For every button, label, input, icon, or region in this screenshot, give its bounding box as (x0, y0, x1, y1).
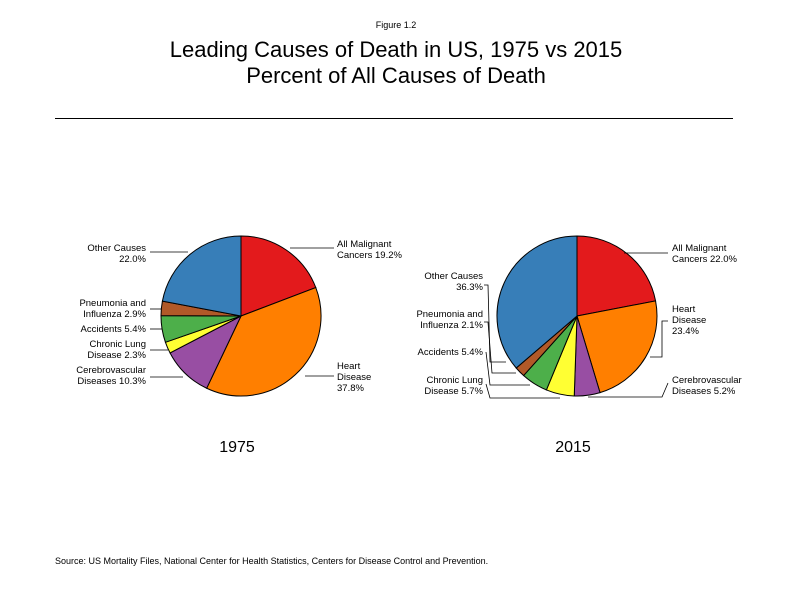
pie-slice-malignant (576, 235, 657, 317)
pie-slice-heart (576, 300, 658, 394)
slice-label-line: 23.4% (672, 326, 699, 337)
leader-line-lung (485, 383, 560, 399)
slice-label-other: Other Causes 36.3% (424, 271, 483, 293)
pie-slice-other (161, 235, 242, 317)
slice-label-malignant: All Malignant Cancers 19.2% (337, 239, 403, 261)
leader-line-heart (650, 320, 668, 358)
slice-label-line: Diseases 5.2% (672, 386, 736, 397)
slice-label-line: Heart (672, 304, 696, 315)
slice-label-cerebro: Cerebrovascular Diseases 5.2% (672, 375, 742, 397)
slice-label-line: Disease 5.7% (424, 386, 483, 397)
leader-line-other (484, 284, 506, 363)
slice-label-line: 36.3% (456, 282, 483, 293)
slice-label-line: Influenza 2.9% (83, 309, 146, 320)
slice-label-line: All Malignant (672, 243, 727, 254)
title-line-2: Percent of All Causes of Death (246, 63, 546, 88)
slice-label-line: Influenza 2.1% (420, 320, 483, 331)
pie-slice-other (496, 235, 578, 369)
slice-label-line: Disease (672, 315, 706, 326)
slice-label-line: Cancers 22.0% (672, 254, 738, 265)
title-divider (55, 118, 733, 119)
slice-label-line: Chronic Lung (426, 375, 483, 386)
slice-label-accidents: Accidents 5.4% (81, 324, 147, 335)
slice-label-heart: Heart Disease 23.4% (672, 304, 706, 337)
leader-line-cerebro (588, 382, 669, 398)
slice-label-line: Disease (337, 372, 371, 383)
slice-label-line: Accidents 5.4% (81, 324, 147, 335)
pie-slice-heart (206, 286, 322, 397)
slice-label-line: Disease 2.3% (87, 350, 146, 361)
slice-label-heart: Heart Disease 37.8% (337, 361, 371, 394)
slice-label-pneumonia: Pneumonia and Influenza 2.1% (416, 309, 483, 331)
slice-label-line: Other Causes (424, 271, 483, 282)
slice-label-line: Cerebrovascular (76, 365, 146, 376)
slice-label-cerebro: Cerebrovascular Diseases 10.3% (76, 365, 146, 387)
slice-label-line: Pneumonia and (416, 309, 483, 320)
slice-label-line: All Malignant (337, 239, 392, 250)
slice-label-lung: Chronic Lung Disease 5.7% (424, 375, 483, 397)
slice-label-lung: Chronic Lung Disease 2.3% (87, 339, 146, 361)
pie-title-1975: 1975 (219, 439, 255, 456)
slice-label-line: Chronic Lung (89, 339, 146, 350)
pie-chart-2015: All Malignant Cancers 22.0% Heart Disease 23… (416, 235, 742, 456)
leader-line-accidents (485, 351, 530, 386)
source-note: Source: US Mortality Files, National Cen… (55, 556, 489, 566)
slice-label-line: Cerebrovascular (672, 375, 742, 386)
slice-label-malignant: All Malignant Cancers 22.0% (672, 243, 738, 265)
slice-label-pneumonia: Pneumonia and Influenza 2.9% (79, 298, 146, 320)
slice-label-line: Diseases 10.3% (77, 376, 146, 387)
slice-label-line: 37.8% (337, 383, 364, 394)
title-line-1: Leading Causes of Death in US, 1975 vs 2… (169, 37, 623, 62)
slice-label-line: Heart (337, 361, 361, 372)
pie-slice-malignant (240, 235, 317, 317)
slice-label-line: Other Causes (87, 243, 146, 254)
slice-label-other: Other Causes 22.0% (87, 243, 146, 265)
slice-label-line: 22.0% (119, 254, 146, 265)
page-title: Leading Causes of Death in US, 1975 vs 2… (0, 37, 792, 89)
slice-label-line: Cancers 19.2% (337, 250, 403, 261)
slice-label-line: Accidents 5.4% (418, 347, 484, 358)
slice-label-accidents: Accidents 5.4% (418, 347, 484, 358)
figure-label: Figure 1.2 (375, 20, 417, 30)
pie-chart-1975: All Malignant Cancers 19.2% Heart Disease 37… (76, 235, 403, 456)
pie-title-2015: 2015 (555, 439, 591, 456)
slice-label-line: Pneumonia and (79, 298, 146, 309)
